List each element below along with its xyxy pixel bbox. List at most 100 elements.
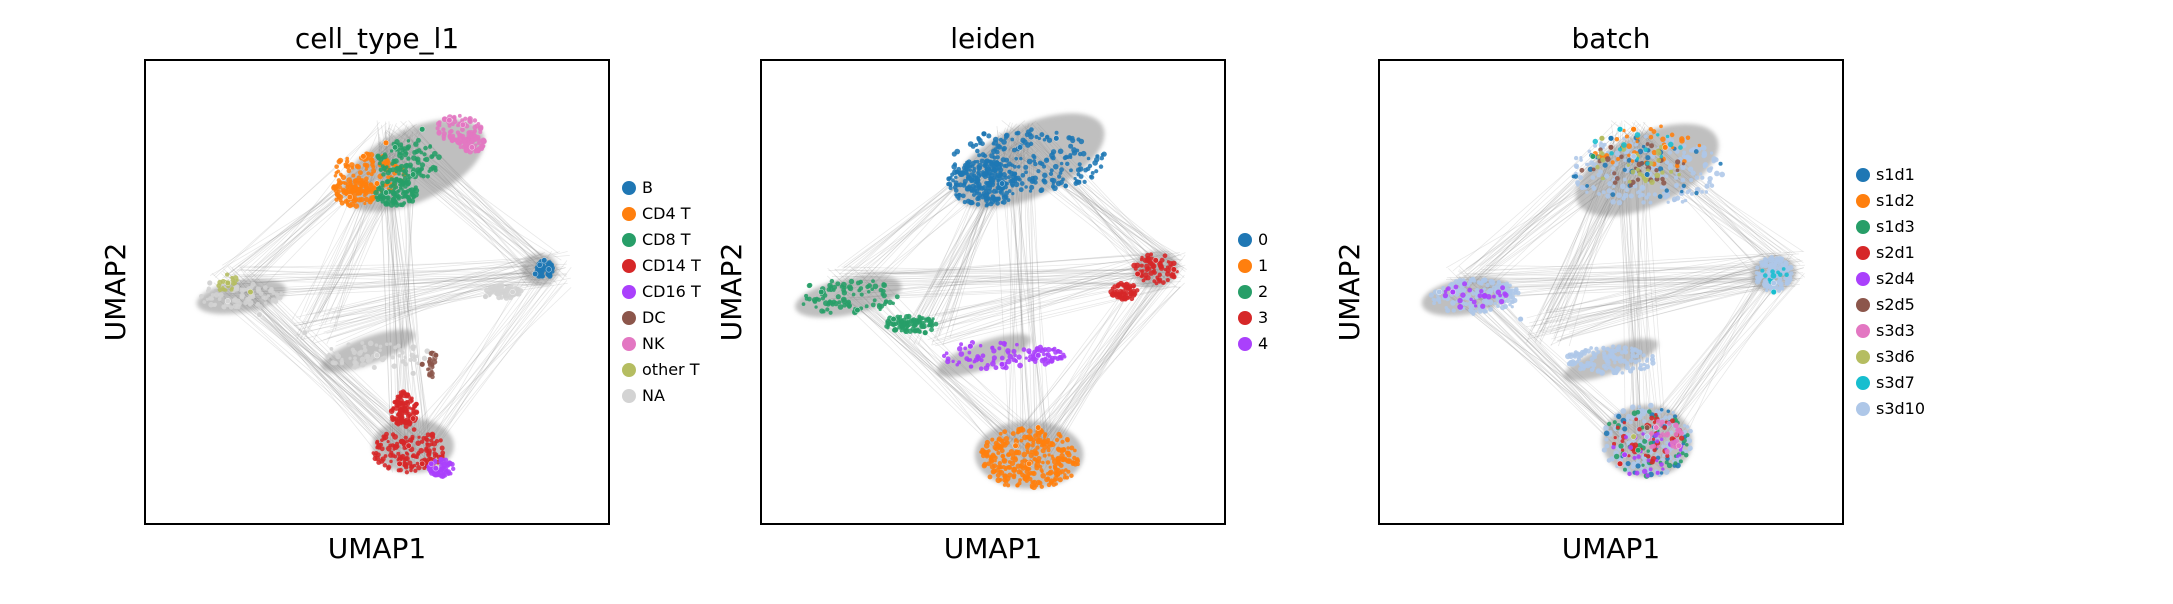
- scatter-point: [1608, 348, 1612, 352]
- scatter-point: [1066, 438, 1070, 442]
- scatter-point: [1629, 193, 1634, 198]
- scatter-point: [1441, 286, 1445, 290]
- scatter-point: [953, 185, 958, 190]
- scatter-point: [881, 282, 887, 288]
- scatter-point: [1516, 291, 1521, 296]
- legend-label: s2d1: [1876, 243, 1915, 262]
- scatter-point: [244, 288, 247, 291]
- scatter-point: [1649, 444, 1654, 449]
- scatter-point: [394, 401, 397, 404]
- scatter-point: [805, 297, 809, 301]
- scatter-point: [428, 367, 431, 370]
- scatter-point: [363, 362, 366, 365]
- scatter-point: [1028, 354, 1033, 359]
- scatter-point: [1639, 408, 1644, 413]
- scatter-point: [951, 164, 957, 170]
- scatter-point: [1689, 178, 1693, 182]
- scatter-point: [1145, 257, 1151, 263]
- scatter-point: [999, 138, 1003, 142]
- scatter-point: [882, 293, 887, 298]
- scatter-point: [1050, 442, 1055, 447]
- scatter-point: [1643, 147, 1648, 152]
- scatter-point: [1065, 451, 1070, 456]
- scatter-point: [1616, 414, 1621, 419]
- scatter-point: [1002, 195, 1008, 201]
- scatter-point: [435, 439, 439, 443]
- graph-edge: [301, 270, 547, 340]
- scatter-point: [1652, 129, 1657, 134]
- scatter-point: [1687, 438, 1692, 443]
- data-point: [1436, 289, 1442, 295]
- scatter-point: [992, 454, 996, 458]
- scatter-point: [351, 166, 355, 170]
- legend-label: s3d3: [1876, 321, 1915, 340]
- scatter-point: [1660, 408, 1663, 411]
- scatter-point: [1039, 132, 1044, 137]
- scatter-point: [330, 347, 334, 351]
- scatter-point: [1674, 184, 1678, 188]
- scatter-point: [419, 174, 423, 178]
- scatter-point: [1101, 153, 1105, 157]
- scatter-point: [493, 285, 497, 289]
- data-point: [1013, 443, 1019, 449]
- scatter-point: [1066, 470, 1070, 474]
- scatter-point: [428, 469, 433, 474]
- scatter-point: [1028, 351, 1032, 355]
- scatter-point: [1490, 281, 1494, 285]
- scatter-point: [263, 285, 268, 290]
- scatter-point: [370, 172, 374, 176]
- scatter-point: [1065, 458, 1071, 464]
- scatter-point: [1688, 189, 1691, 192]
- scatter-point: [951, 360, 954, 363]
- scatter-point: [1676, 428, 1682, 434]
- scatter-point: [1488, 307, 1493, 312]
- scatter-point: [1675, 196, 1680, 201]
- scatter-point: [1669, 170, 1673, 174]
- scatter-point: [1627, 158, 1632, 163]
- scatter-point: [1611, 160, 1615, 164]
- scatter-point: [405, 470, 409, 474]
- scatter-point: [949, 186, 953, 190]
- scatter-point: [438, 467, 443, 472]
- scatter-point: [385, 342, 389, 346]
- scatter-point: [961, 193, 966, 198]
- scatter-point: [411, 155, 417, 161]
- scatter-point: [1632, 410, 1638, 416]
- scatter-point: [1701, 145, 1707, 151]
- scatter-point: [1031, 471, 1036, 476]
- y-axis-label: UMAP2: [1333, 243, 1366, 342]
- data-point: [1631, 434, 1637, 440]
- legend-marker: [1856, 168, 1870, 182]
- legend-item: s1d2: [1856, 191, 1915, 210]
- data-point: [1026, 461, 1032, 467]
- scatter-point: [334, 174, 337, 177]
- scatter-point: [1432, 301, 1436, 305]
- scatter-point: [404, 418, 409, 423]
- legend-marker: [1238, 285, 1252, 299]
- scatter-point: [1044, 432, 1047, 435]
- legend-item: DC: [622, 308, 666, 327]
- data-point: [1053, 136, 1059, 142]
- scatter-point: [1040, 348, 1046, 354]
- legend-item: B: [622, 178, 653, 197]
- scatter-point: [410, 464, 415, 469]
- scatter-point: [463, 117, 467, 121]
- legend-marker: [622, 311, 636, 325]
- scatter-point: [409, 358, 413, 362]
- legend-label: s1d2: [1876, 191, 1915, 210]
- legend-marker: [1856, 350, 1870, 364]
- scatter-point: [1008, 189, 1012, 193]
- scatter-point: [1755, 279, 1761, 285]
- y-axis-label: UMAP2: [99, 243, 132, 342]
- scatter-point: [444, 469, 449, 474]
- scatter-point: [436, 130, 441, 135]
- scatter-point: [1571, 361, 1577, 367]
- scatter-point: [917, 316, 923, 322]
- scatter-point: [1024, 185, 1027, 188]
- scatter-point: [398, 183, 401, 186]
- scatter-point: [1621, 196, 1626, 201]
- scatter-point: [1043, 138, 1047, 142]
- scatter-point: [1475, 288, 1480, 293]
